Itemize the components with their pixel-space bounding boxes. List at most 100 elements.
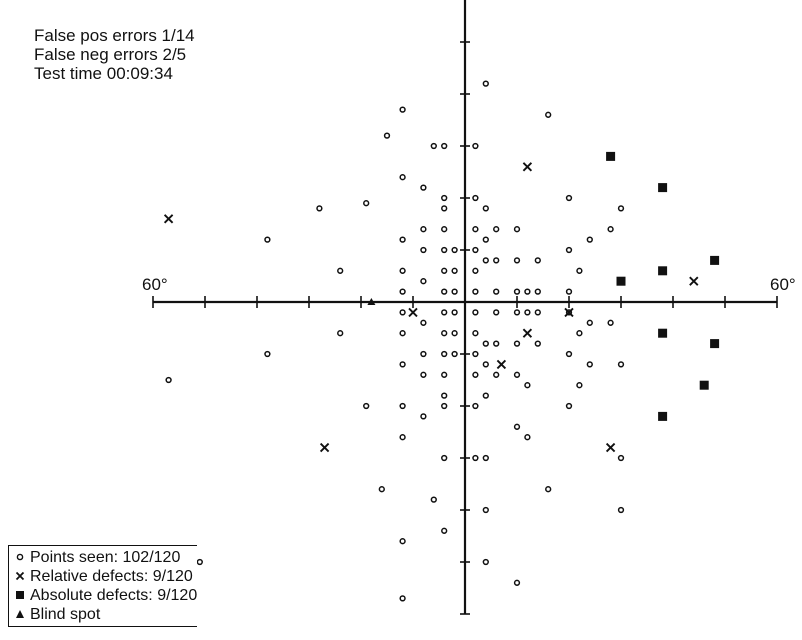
seen-point (513, 340, 521, 347)
seen-point (441, 226, 448, 233)
seen-point (441, 205, 448, 212)
seen-point (420, 371, 427, 378)
seen-point (399, 236, 406, 243)
absolute-defect-point (616, 276, 626, 286)
seen-point (399, 106, 406, 113)
seen-point (337, 267, 344, 274)
seen-point (513, 309, 521, 316)
seen-point (586, 319, 593, 326)
seen-point (264, 236, 271, 243)
seen-point (441, 194, 448, 202)
seen-point (607, 319, 614, 326)
seen-point (617, 205, 625, 212)
seen-point (441, 288, 448, 295)
seen-point (420, 413, 427, 420)
seen-point (430, 496, 437, 503)
seen-point (482, 340, 489, 347)
seen-point (493, 371, 500, 378)
seen-point (513, 579, 521, 586)
absolute-defect-point (710, 255, 720, 265)
seen-point (617, 361, 625, 368)
seen-point (493, 309, 500, 316)
relative-defect-point (522, 162, 533, 172)
seen-point (363, 402, 370, 410)
false-pos-errors: False pos errors 1/14 (34, 26, 195, 45)
seen-point (534, 340, 541, 347)
seen-point (441, 267, 448, 274)
seen-point (576, 330, 583, 337)
seen-point (534, 257, 541, 264)
absolute-defect-icon (13, 586, 27, 605)
seen-point (586, 236, 593, 243)
seen-point (399, 174, 406, 181)
legend-item-seen: Points seen: 102/120 (13, 548, 197, 567)
seen-point (378, 486, 385, 493)
seen-point (399, 309, 406, 316)
relative-defect-point (319, 442, 330, 453)
absolute-defect-point (658, 328, 668, 338)
absolute-defect-point (606, 151, 616, 161)
seen-point (617, 454, 625, 462)
seen-point (399, 402, 406, 410)
seen-point (565, 288, 573, 295)
seen-point (513, 423, 521, 430)
seen-point (472, 226, 479, 233)
seen-point (565, 309, 573, 316)
seen-point (472, 454, 479, 462)
seen-point (420, 226, 427, 233)
seen-point (513, 288, 521, 295)
relative-defect-point (163, 214, 174, 224)
seen-point (441, 309, 448, 316)
seen-point (482, 454, 489, 462)
seen-point (399, 361, 406, 368)
legend-label-absolute: Absolute defects: 9/120 (30, 587, 198, 604)
seen-point (441, 246, 448, 254)
test-statistics: False pos errors 1/14 False neg errors 2… (34, 26, 195, 83)
seen-point (165, 376, 172, 384)
seen-point (472, 330, 479, 337)
seen-point (524, 382, 531, 389)
seen-point (482, 236, 489, 243)
seen-point (363, 200, 370, 207)
seen-point (576, 267, 583, 274)
legend: Points seen: 102/120 Relative defects: 9… (8, 545, 198, 627)
legend-label-relative: Relative defects: 9/120 (30, 568, 193, 585)
seen-point (441, 527, 448, 534)
seen-point (493, 257, 500, 264)
x-axis-label-left: 60° (142, 275, 168, 294)
seen-point (482, 506, 489, 514)
seen-point (383, 132, 391, 139)
seen-point (472, 194, 479, 202)
seen-point (482, 361, 489, 368)
seen-point (337, 330, 344, 337)
legend-label-seen: Points seen: 102/120 (30, 549, 181, 566)
absolute-defect-point (658, 183, 668, 193)
seen-point (451, 288, 458, 295)
blind-spot-icon (13, 605, 27, 624)
seen-point (264, 350, 271, 358)
seen-point (482, 392, 489, 399)
legend-label-blind-spot: Blind spot (30, 606, 101, 623)
seen-point (399, 288, 406, 295)
false-neg-errors: False neg errors 2/5 (34, 45, 187, 64)
seen-point (430, 142, 437, 150)
seen-point (565, 402, 573, 410)
relative-defect-point (564, 307, 574, 318)
seen-point (441, 371, 448, 378)
absolute-defect-point (658, 266, 668, 276)
seen-point (576, 382, 583, 389)
legend-item-relative: Relative defects: 9/120 (13, 567, 197, 586)
seen-point (451, 267, 458, 274)
seen-point (482, 205, 489, 212)
seen-point (472, 309, 479, 316)
data-points (163, 80, 720, 602)
seen-point (316, 205, 323, 212)
seen-point (399, 330, 406, 337)
relative-defect-point (605, 442, 616, 453)
relative-defect-point (689, 276, 699, 286)
seen-point (545, 486, 552, 493)
seen-point (441, 142, 448, 150)
legend-item-absolute: Absolute defects: 9/120 (13, 586, 197, 605)
absolute-defect-point (658, 411, 668, 421)
